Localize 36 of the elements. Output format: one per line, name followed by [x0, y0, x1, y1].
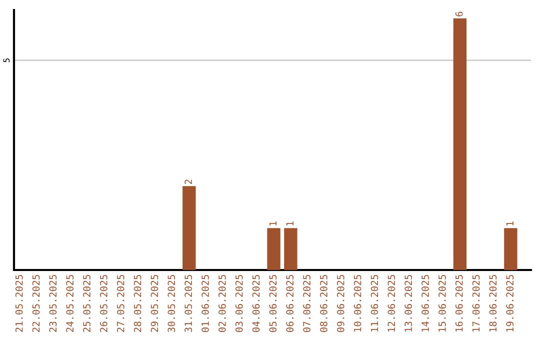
- x-tick-label: 31.05.2025: [184, 274, 192, 332]
- x-tick-label: 16.06.2025: [455, 274, 463, 332]
- data-label: 6: [455, 12, 463, 16]
- x-tick-label: 29.05.2025: [150, 274, 158, 332]
- x-tick-label: 06.06.2025: [286, 274, 294, 332]
- x-tick-label: 27.05.2025: [116, 274, 124, 332]
- y-tick-label: 5: [3, 58, 10, 62]
- x-tick-label: 10.06.2025: [354, 274, 362, 332]
- x-tick-label: 13.06.2025: [404, 274, 412, 332]
- x-tick-label: 07.06.2025: [303, 274, 310, 332]
- data-label: 2: [184, 180, 192, 184]
- x-tick-label: 18.06.2025: [489, 274, 497, 332]
- x-tick-label: 22.05.2025: [32, 274, 40, 332]
- data-label: 1: [269, 221, 276, 226]
- x-tick-label: 23.05.2025: [49, 274, 57, 332]
- x-tick-label: 03.06.2025: [235, 274, 243, 332]
- x-tick-label: 11.06.2025: [370, 274, 378, 332]
- x-tick-label: 05.06.2025: [269, 274, 277, 332]
- x-tick-label: 12.06.2025: [388, 274, 396, 332]
- x-tick-label: 02.06.2025: [218, 274, 226, 332]
- x-tick-label: 25.05.2025: [83, 274, 90, 332]
- x-tick-label: 14.06.2025: [422, 274, 429, 332]
- data-label: 1: [286, 221, 294, 226]
- x-tick-label: 09.06.2025: [336, 274, 344, 332]
- x-tick-label: 17.06.2025: [472, 274, 480, 332]
- x-tick-label: 01.06.2025: [202, 274, 209, 332]
- x-tick-label: 15.06.2025: [438, 274, 446, 332]
- x-tick-label: 28.05.2025: [134, 274, 142, 332]
- x-tick-label: 30.05.2025: [168, 274, 176, 332]
- x-tick-label: 26.05.2025: [100, 274, 108, 332]
- x-tick-label: 19.06.2025: [506, 274, 514, 332]
- x-tick-label: 24.05.2025: [66, 274, 74, 332]
- data-label: 1: [506, 221, 514, 226]
- x-tick-label: 08.06.2025: [320, 274, 328, 332]
- x-tick-label: 04.06.2025: [252, 274, 260, 332]
- x-tick-label: 21.05.2025: [15, 274, 23, 332]
